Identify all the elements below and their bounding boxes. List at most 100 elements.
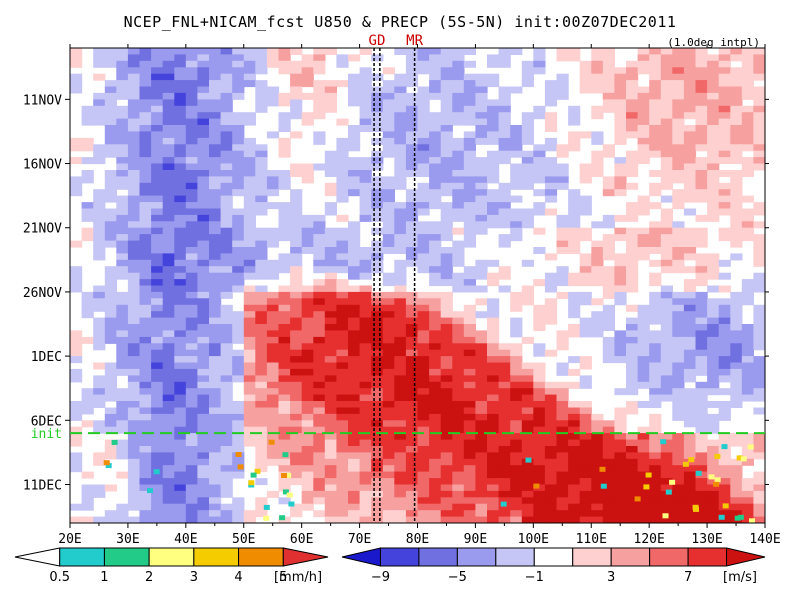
u850-cell <box>626 368 639 376</box>
u850-cell <box>568 465 581 473</box>
u850-cell <box>348 92 361 100</box>
u850-cell <box>162 484 175 492</box>
u850-cell <box>301 439 314 447</box>
u850-cell <box>730 234 743 242</box>
u850-cell <box>93 60 106 68</box>
u850-cell <box>93 516 106 523</box>
u850-cell <box>266 86 280 94</box>
u850-cell <box>429 349 442 357</box>
u850-cell <box>174 394 187 402</box>
u850-cell <box>626 446 639 453</box>
u850-cell <box>510 343 523 351</box>
u850-cell <box>174 317 187 325</box>
u850-cell <box>452 279 465 287</box>
u850-cell <box>139 401 152 408</box>
u850-cell <box>568 131 581 139</box>
u850-cell <box>162 195 175 203</box>
u850-cell <box>730 490 743 498</box>
u850-cell <box>672 452 685 460</box>
u850-cell <box>660 214 673 222</box>
u850-cell <box>452 195 465 203</box>
precip-colorbar-cell <box>193 547 240 567</box>
u850-cell <box>452 157 465 165</box>
u850-cell <box>359 80 372 88</box>
u850-cell <box>753 54 765 62</box>
u850-cell <box>255 182 268 190</box>
u850-cell <box>220 446 233 453</box>
u850-cell <box>672 368 685 376</box>
u850-cell <box>359 86 372 94</box>
u850-cell <box>348 343 361 351</box>
u850-cell <box>139 458 152 466</box>
u850-cell <box>405 144 419 152</box>
u850-cell <box>405 336 419 344</box>
u850-cell <box>637 86 650 94</box>
u850-cell <box>591 317 604 325</box>
u850-cell <box>232 336 245 344</box>
u850-cell <box>359 433 372 441</box>
u850-cell <box>429 137 442 145</box>
u850-cell <box>510 478 523 486</box>
u850-cell <box>579 67 592 75</box>
u850-cell <box>579 510 592 518</box>
u850-cell <box>220 86 233 94</box>
u850-cell <box>209 67 222 75</box>
u850-cell <box>220 349 233 357</box>
u850-cell <box>162 125 175 132</box>
u850-cell <box>463 375 476 383</box>
u850-cell <box>533 465 546 473</box>
u850-cell <box>336 137 349 145</box>
u850-cell <box>359 311 372 319</box>
u850-cell <box>672 317 685 325</box>
u850-cell <box>139 125 152 132</box>
precip-cell <box>737 514 744 520</box>
u850-cell <box>452 150 465 158</box>
u850-cell <box>290 73 303 81</box>
u850-cell <box>104 150 117 158</box>
u850-cell <box>104 99 117 107</box>
u850-cell <box>185 118 198 126</box>
u850-cell <box>672 150 685 158</box>
u850-cell <box>151 112 164 120</box>
u850-cell <box>255 388 268 396</box>
u850-cell <box>382 349 395 357</box>
u850-cell <box>591 330 604 338</box>
u850-cell <box>452 170 465 177</box>
u850-cell <box>371 452 384 460</box>
u850-cell <box>174 240 187 248</box>
u850-cell <box>232 439 245 447</box>
u850-cell <box>70 407 83 415</box>
u850-cell <box>174 439 187 447</box>
u850-cell <box>672 253 685 261</box>
u850-cell <box>683 131 697 139</box>
u850-cell <box>371 247 384 254</box>
u850-cell <box>70 516 83 523</box>
u850-cell <box>568 118 581 126</box>
u850-cell <box>151 182 164 190</box>
u850-cell <box>405 439 419 447</box>
u850-cell <box>475 182 488 190</box>
u850-cell <box>429 176 442 184</box>
u850-colorbar-label: 3 <box>607 570 615 585</box>
u850-cell <box>591 259 604 267</box>
u850-cell <box>209 516 222 523</box>
u850-cell <box>626 266 639 274</box>
u850-cell <box>185 285 198 293</box>
u850-cell <box>127 48 141 55</box>
u850-cell <box>359 118 372 126</box>
u850-cell <box>660 86 673 94</box>
u850-cell <box>591 510 604 518</box>
u850-cell <box>127 484 141 492</box>
u850-cell <box>649 356 662 364</box>
u850-cell <box>151 497 164 505</box>
u850-cell <box>487 446 500 453</box>
u850-cell <box>139 118 152 126</box>
u850-cell <box>718 86 731 94</box>
u850-cell <box>695 214 708 222</box>
u850-cell <box>498 478 511 486</box>
u850-cell <box>741 478 754 486</box>
u850-cell <box>649 516 662 523</box>
u850-cell <box>371 484 384 492</box>
u850-cell <box>313 465 326 473</box>
u850-cell <box>626 497 639 505</box>
